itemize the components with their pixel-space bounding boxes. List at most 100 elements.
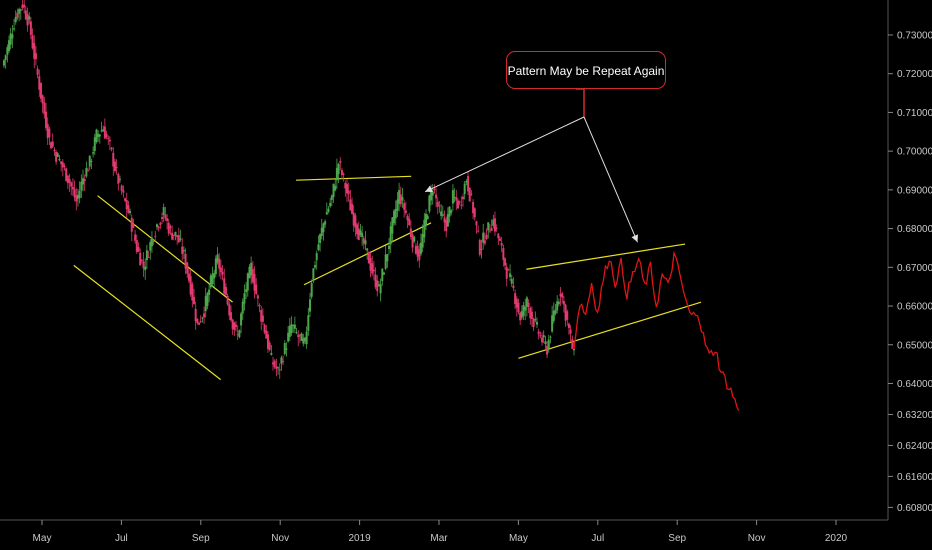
- candle-body: [477, 230, 480, 232]
- candle-body: [124, 198, 127, 201]
- candle-body: [430, 189, 433, 201]
- candle-body: [399, 194, 402, 205]
- candle-body: [226, 295, 229, 305]
- candle-body: [263, 324, 266, 333]
- candle-body: [80, 181, 83, 191]
- candle-body: [416, 245, 419, 257]
- candle-body: [480, 248, 483, 250]
- candle-body: [446, 214, 449, 227]
- candle-body: [522, 305, 525, 316]
- candle-body: [351, 203, 354, 214]
- x-tick-label: Sep: [192, 533, 210, 544]
- candle-body: [366, 248, 369, 251]
- candle-body: [356, 224, 359, 235]
- candle-body: [108, 139, 111, 142]
- candle-body: [149, 242, 152, 251]
- candle-body: [162, 207, 165, 216]
- x-tick-label: May: [33, 533, 52, 544]
- x-tick-label: Nov: [271, 533, 289, 544]
- candle-body: [549, 336, 552, 338]
- candle-body: [290, 324, 293, 334]
- candle-body: [490, 228, 493, 232]
- candle-body: [55, 151, 58, 162]
- candle-body: [280, 357, 283, 364]
- candle-body: [409, 228, 412, 237]
- candle-body: [117, 173, 120, 184]
- candle-body: [473, 208, 476, 218]
- candle-body: [110, 147, 113, 150]
- candle-body: [240, 313, 243, 326]
- candle-body: [435, 194, 438, 199]
- x-tick-label: 2020: [825, 533, 848, 544]
- candle-body: [159, 222, 162, 225]
- candle-body: [282, 361, 285, 363]
- candle-body: [551, 315, 554, 332]
- candle-body: [520, 311, 523, 318]
- candle-body: [142, 261, 145, 269]
- candle-body: [120, 185, 123, 191]
- callout-pointer: [576, 88, 585, 117]
- candle-body: [73, 189, 76, 198]
- candle-body: [438, 205, 441, 207]
- candle-body: [83, 179, 86, 182]
- candle-body: [82, 178, 85, 185]
- candle-body: [401, 197, 404, 201]
- candle-body: [362, 238, 365, 244]
- candle-body: [534, 319, 537, 321]
- y-tick-label: 0.65000: [897, 340, 932, 351]
- candle-body: [275, 366, 278, 369]
- candle-body: [70, 182, 73, 187]
- candle-body: [39, 82, 42, 99]
- candle-body: [322, 223, 325, 233]
- candle-body: [265, 330, 268, 339]
- candle-body: [475, 221, 478, 226]
- candle-body: [288, 325, 291, 337]
- candle-body: [337, 163, 340, 174]
- candle-body: [152, 240, 155, 242]
- candle-body: [451, 190, 454, 204]
- candle-body: [182, 250, 185, 252]
- trendline-projected-upper: [526, 243, 686, 270]
- candle-body: [419, 242, 422, 254]
- candle-body: [340, 170, 343, 176]
- candle-body: [150, 237, 153, 247]
- candle-body: [224, 287, 227, 295]
- candle-body: [295, 332, 298, 334]
- candle-body: [307, 315, 310, 331]
- candle-body: [161, 217, 164, 219]
- y-tick-label: 0.60800: [897, 503, 932, 514]
- candle-body: [335, 167, 338, 181]
- candle-body: [24, 10, 27, 20]
- candle-body: [371, 263, 374, 274]
- candle-body: [559, 293, 562, 297]
- candle-body: [189, 276, 192, 295]
- candle-body: [28, 16, 31, 20]
- x-tick-label: Mar: [430, 533, 448, 544]
- candle-body: [216, 254, 219, 263]
- candle-body: [547, 339, 550, 350]
- candle-body: [440, 211, 443, 216]
- y-tick-label: 0.72000: [897, 69, 932, 80]
- candle-body: [384, 254, 387, 269]
- candle-body: [330, 195, 333, 200]
- candle-body: [85, 168, 88, 177]
- x-tick-label: Sep: [668, 533, 686, 544]
- candle-body: [329, 202, 332, 207]
- candle-body: [250, 262, 253, 276]
- candle-body: [218, 258, 221, 269]
- candle-body: [468, 187, 471, 202]
- candle-body: [11, 34, 14, 39]
- candle-body: [374, 274, 377, 288]
- candle-body: [344, 182, 347, 189]
- candle-body: [500, 242, 503, 246]
- candle-body: [211, 274, 214, 284]
- candle-body: [118, 178, 121, 180]
- candle-body: [450, 210, 453, 213]
- candle-body: [6, 47, 9, 55]
- candle-body: [349, 199, 352, 211]
- x-tick-label: 2019: [348, 533, 371, 544]
- x-tick-label: Jul: [591, 533, 604, 544]
- candle-body: [517, 302, 520, 313]
- candle-body: [88, 155, 91, 167]
- candle-body: [140, 259, 143, 261]
